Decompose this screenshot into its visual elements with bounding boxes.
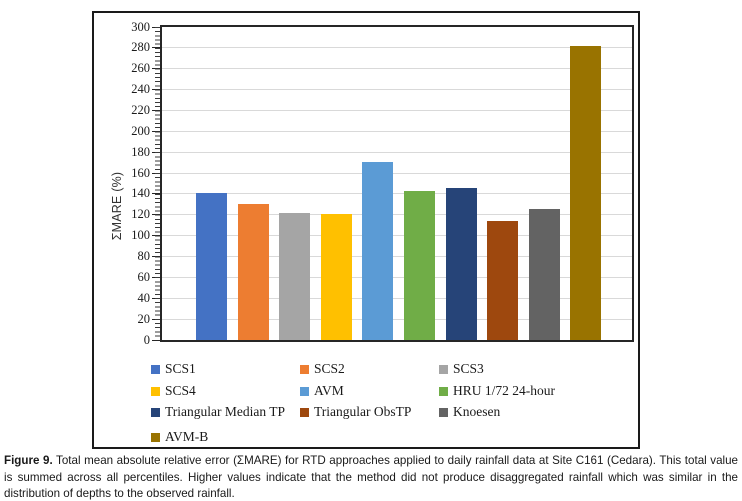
figure-caption-text: Total mean absolute relative error (ΣMAR… (4, 454, 739, 500)
y-tick-label-300: 300 (131, 19, 150, 34)
legend-swatch-scs2 (300, 364, 309, 374)
gridline-240 (162, 89, 632, 91)
legend-label-avm: AVM (314, 383, 344, 398)
y-tick-label-100: 100 (131, 228, 150, 243)
legend-swatch-scs3 (439, 364, 448, 374)
bar-avm-b (570, 46, 602, 340)
legend-item-avm-b: AVM-B (151, 429, 209, 444)
y-tick-label-60: 60 (137, 269, 151, 284)
y-tick-label-260: 260 (131, 61, 150, 76)
gridline-140 (162, 193, 632, 195)
gridline-220 (162, 109, 632, 111)
y-tick-label-180: 180 (131, 144, 150, 159)
gridline-60 (162, 276, 632, 278)
gridline-260 (162, 68, 632, 70)
gridline-100 (162, 235, 632, 237)
y-tick-label-140: 140 (131, 186, 150, 201)
legend-swatch-triangular-median-tp (151, 407, 160, 417)
legend-item-scs2: SCS2 (300, 361, 345, 376)
legend-swatch-knoesen (439, 407, 448, 417)
legend-label-knoesen: Knoesen (453, 404, 501, 419)
y-tick-label-240: 240 (131, 82, 150, 97)
y-tick-label-120: 120 (131, 207, 150, 222)
legend-swatch-scs4 (151, 386, 160, 396)
legend-swatch-avm-b (151, 432, 160, 442)
legend-label-avm-b: AVM-B (165, 429, 209, 444)
bar-hru-1-72-24-hour (404, 191, 435, 340)
plot-area (160, 25, 634, 342)
bar-scs3 (279, 213, 311, 340)
legend-swatch-triangular-obstp (300, 407, 309, 417)
bar-triangular-median-tp (445, 188, 477, 340)
legend-item-knoesen: Knoesen (439, 404, 501, 419)
figure-caption-label: Figure 9. (4, 454, 53, 467)
legend-swatch-hru-1-72-24-hour (439, 386, 448, 396)
legend-label-triangular-median-tp: Triangular Median TP (165, 404, 285, 419)
figure-caption: Figure 9. Total mean absolute relative e… (4, 453, 738, 501)
legend-label-scs1: SCS1 (165, 361, 196, 376)
y-tick-label-20: 20 (137, 311, 151, 326)
legend-item-scs4: SCS4 (151, 383, 196, 398)
gridline-80 (162, 256, 632, 258)
gridline-200 (162, 130, 632, 132)
gridline-20 (162, 318, 632, 320)
legend-label-scs4: SCS4 (165, 383, 196, 398)
legend-label-scs2: SCS2 (314, 361, 345, 376)
chart-figure: ΣMARE (%) 0 20 40 60 80 100 120 140 160 180 200 220… (92, 11, 640, 449)
bar-triangular-obstp (487, 221, 519, 340)
gridline-40 (162, 297, 632, 299)
bar-scs4 (320, 214, 352, 340)
gridline-160 (162, 172, 632, 174)
legend-label-hru-1-72-24-hour: HRU 1/72 24-hour (453, 383, 555, 398)
legend-label-triangular-obstp: Triangular ObsTP (314, 404, 412, 419)
y-tick-label-40: 40 (137, 290, 151, 305)
y-tick-label-220: 220 (131, 102, 150, 117)
bar-scs1 (196, 193, 227, 340)
legend-swatch-scs1 (151, 364, 160, 374)
legend-item-scs3: SCS3 (439, 361, 484, 376)
y-tick-label-280: 280 (131, 40, 150, 55)
y-axis-minor-ticks (155, 27, 160, 340)
gridline-180 (162, 151, 632, 153)
gridline-280 (162, 47, 632, 49)
y-tick-label-0: 0 (143, 332, 150, 347)
legend-item-scs1: SCS1 (151, 361, 196, 376)
legend-item-triangular-median-tp: Triangular Median TP (151, 404, 285, 419)
y-tick-label-80: 80 (137, 249, 151, 264)
legend-swatch-avm (300, 386, 309, 396)
legend-item-triangular-obstp: Triangular ObsTP (300, 404, 412, 419)
legend-item-avm: AVM (300, 383, 344, 398)
y-tick-label-200: 200 (131, 123, 150, 138)
bar-avm (362, 162, 394, 340)
y-tick-label-160: 160 (131, 165, 150, 180)
bar-scs2 (237, 204, 269, 340)
y-major-tick-0 (152, 339, 160, 341)
legend-item-hru-1-72-24-hour: HRU 1/72 24-hour (439, 383, 555, 398)
gridline-120 (162, 214, 632, 216)
bars (162, 27, 632, 340)
legend-label-scs3: SCS3 (453, 361, 484, 376)
bar-knoesen (528, 209, 560, 340)
